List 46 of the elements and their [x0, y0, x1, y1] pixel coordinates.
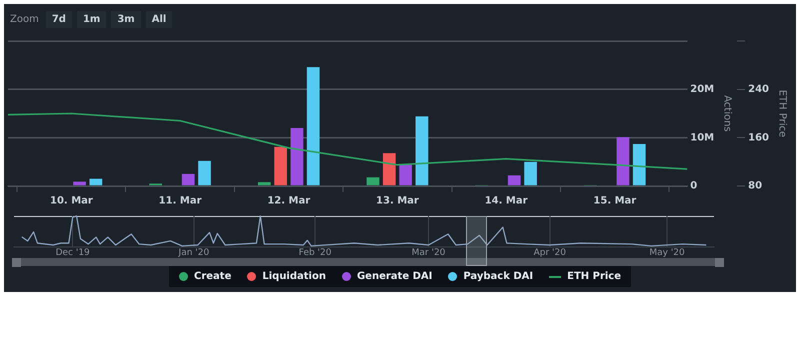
- text: 3m: [111, 11, 141, 28]
- y-tick-label: 0: [690, 180, 698, 192]
- x-tick-label: 12. Mar: [267, 196, 310, 207]
- x-tick-label: Jan '20: [178, 248, 210, 258]
- bar: [416, 116, 428, 186]
- legend-label: Create: [194, 271, 232, 282]
- x-tick-label: May '20: [649, 248, 686, 258]
- y-tick-label: 20M: [690, 84, 714, 95]
- bar: [290, 128, 304, 186]
- text: 1m: [76, 11, 106, 28]
- bar: [258, 182, 271, 186]
- x-tick-label: 15. Mar: [593, 196, 636, 207]
- bar: [382, 153, 396, 186]
- bar: [89, 178, 102, 186]
- bar: [399, 164, 412, 186]
- bar: [632, 144, 646, 186]
- x-tick-label: Feb '20: [298, 248, 332, 258]
- bar: [198, 160, 211, 186]
- bar: [508, 175, 521, 186]
- text: All: [146, 11, 172, 28]
- y2-tick-label: 160: [748, 132, 770, 144]
- legend-label: Generate DAI: [356, 271, 432, 282]
- x-tick-label: Mar '20: [412, 248, 446, 258]
- text: Zoom: [10, 14, 39, 25]
- legend-label: Payback DAI: [463, 271, 534, 282]
- bar: [366, 177, 380, 186]
- x-tick-label: 13. Mar: [376, 196, 419, 207]
- x-tick-label: 10. Mar: [50, 196, 93, 207]
- y-axis-title: Actions: [722, 95, 733, 132]
- bar: [73, 182, 86, 186]
- y2-tick-label: 240: [748, 84, 770, 95]
- y2-axis-title: ETH Price: [776, 90, 788, 138]
- bar: [306, 67, 320, 186]
- x-tick-label: 14. Mar: [484, 196, 528, 207]
- legend-label: Liquidation: [262, 271, 326, 282]
- bar: [182, 174, 195, 186]
- x-tick-label: Apr '20: [534, 248, 566, 258]
- x-tick-label: 11. Mar: [158, 196, 202, 207]
- bar: [274, 146, 287, 186]
- text: 7d: [46, 11, 72, 28]
- x-tick-label: Dec '19: [56, 248, 90, 258]
- y2-tick-label: 80: [748, 180, 762, 192]
- bar: [524, 162, 537, 186]
- bar: [616, 137, 630, 186]
- legend-label: ETH Price: [567, 271, 622, 282]
- y-tick-label: 10M: [690, 132, 714, 144]
